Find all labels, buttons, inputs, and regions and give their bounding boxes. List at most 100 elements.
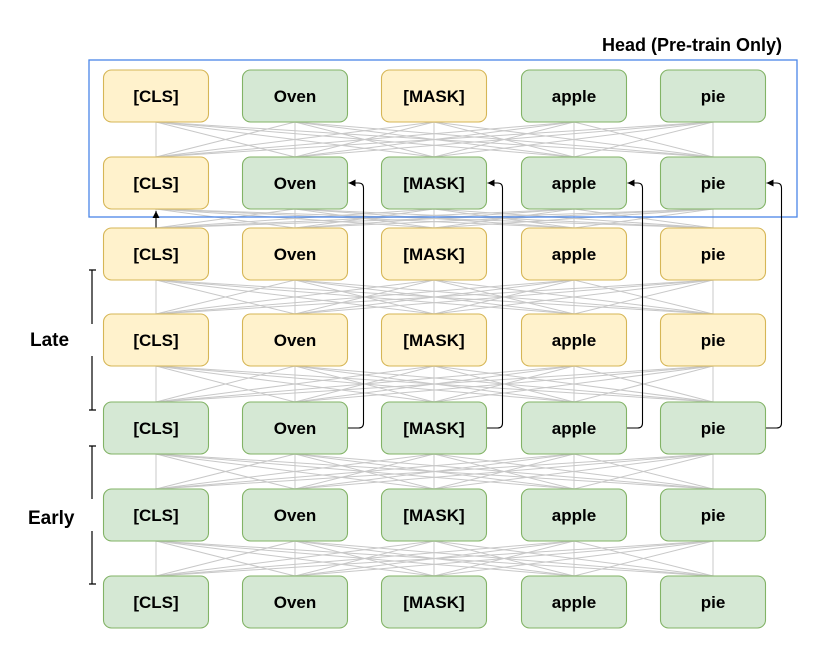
skip-arrow-apple [626,179,644,429]
attention-edge [155,540,435,577]
token-box [380,575,488,629]
token-node-oven: Oven [241,69,349,123]
token-box [380,401,488,455]
token-box [102,227,210,281]
late-bracket [89,269,96,411]
attention-edge [155,208,714,229]
token-node-cls: [CLS] [102,575,210,629]
skip-arrow-oven [347,179,365,429]
skip-arrow-mask [486,179,504,429]
layer-row-1: [CLS] Oven [MASK] apple pie [102,227,767,281]
skip-arrow-pie [765,179,783,429]
token-label: Oven [274,174,317,193]
attention-edge [155,540,575,577]
late-label: Late [30,330,69,351]
layer-row-4: [CLS] Oven [MASK] apple pie [102,488,767,542]
token-node-pie: pie [659,227,767,281]
token-label: Oven [274,506,317,525]
attention-edge [155,453,714,490]
token-node-mask: [MASK] [380,69,488,123]
layer-row-3: [CLS] Oven [MASK] apple pie [102,401,767,455]
token-label: [MASK] [403,506,464,525]
early-bracket [89,445,96,585]
token-node-pie: pie [659,488,767,542]
token-label: [CLS] [133,245,178,264]
attention-edge [433,365,714,403]
attention-edge [155,365,575,403]
token-node-oven: Oven [241,488,349,542]
token-label: apple [552,245,596,264]
token-box [380,227,488,281]
token-node-mask: [MASK] [380,156,488,210]
token-label: [MASK] [403,331,464,350]
token-node-oven: Oven [241,401,349,455]
token-label: [CLS] [133,87,178,106]
token-label: pie [701,593,726,612]
token-node-pie: pie [659,69,767,123]
head-label: Head (Pre-train Only) [602,35,782,55]
token-node-mask: [MASK] [380,575,488,629]
token-node-cls: [CLS] [102,156,210,210]
token-label: [CLS] [133,331,178,350]
attention-edge [155,121,714,158]
attention-edge [155,540,714,577]
attention-edge [155,365,296,403]
attention-edge [433,279,714,315]
token-box [380,488,488,542]
attention-edge [155,279,296,315]
token-box [241,156,349,210]
attention-edge [294,279,714,315]
token-node-apple: apple [520,156,628,210]
token-box [102,69,210,123]
token-box [659,69,767,123]
attention-edge [155,453,296,490]
token-label: [MASK] [403,593,464,612]
head-row-bottom: [CLS] Oven [MASK] apple pie [102,156,767,210]
token-box [520,313,628,367]
token-label: pie [701,174,726,193]
attention-edges [155,121,714,577]
token-node-mask: [MASK] [380,488,488,542]
token-label: pie [701,419,726,438]
token-node-mask: [MASK] [380,227,488,281]
token-node-mask: [MASK] [380,313,488,367]
attention-edge [573,365,714,403]
token-label: apple [552,87,596,106]
token-box [659,575,767,629]
token-label: Oven [274,331,317,350]
attention-edge [573,208,714,229]
token-box [102,575,210,629]
attention-edge [294,121,714,158]
token-label: apple [552,331,596,350]
token-box [241,227,349,281]
token-node-apple: apple [520,227,628,281]
token-box [241,313,349,367]
token-label: apple [552,419,596,438]
token-node-pie: pie [659,156,767,210]
token-box [520,156,628,210]
token-node-apple: apple [520,313,628,367]
layer-row-5: [CLS] Oven [MASK] apple pie [102,575,767,629]
attention-edge [433,121,714,158]
token-label: Oven [274,87,317,106]
token-node-pie: pie [659,575,767,629]
token-label: [CLS] [133,419,178,438]
token-box [659,488,767,542]
token-box [659,156,767,210]
attention-edge [155,121,296,158]
token-box [241,69,349,123]
attention-edge [155,279,435,315]
token-box [520,227,628,281]
token-node-apple: apple [520,401,628,455]
attention-edge [155,453,575,490]
token-node-cls: [CLS] [102,488,210,542]
token-node-apple: apple [520,488,628,542]
token-label: [MASK] [403,245,464,264]
annotations [88,59,798,585]
token-label: [CLS] [133,174,178,193]
token-node-apple: apple [520,69,628,123]
token-box [520,575,628,629]
token-box [520,401,628,455]
attention-edge [155,121,435,158]
token-nodes: [CLS] Oven [MASK] apple pie [CLS] Oven [MASK] ap… [102,69,767,629]
